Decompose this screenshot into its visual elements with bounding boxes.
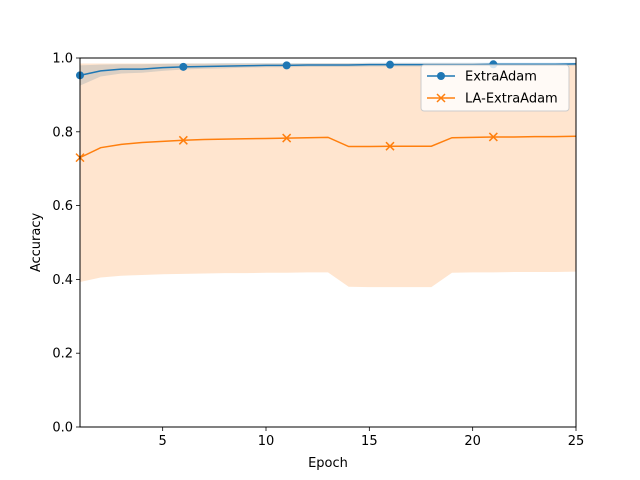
y-tick-label: 0.4 — [52, 273, 73, 288]
y-axis-label: Accuracy — [29, 213, 44, 273]
legend-x-marker-icon — [436, 93, 446, 103]
legend: ExtraAdam LA-ExtraAdam — [420, 64, 570, 112]
x-marker-stroke — [488, 132, 498, 142]
x-axis-ticks: 5 10 15 20 25 — [159, 427, 585, 449]
x-tick-label: 15 — [361, 434, 378, 449]
x-tick-label: 10 — [258, 434, 275, 449]
y-axis-ticks: 0.0 0.2 0.4 0.6 0.8 1.0 — [52, 52, 80, 436]
plot-frame — [79, 57, 577, 428]
point-la-extraadam — [178, 135, 188, 145]
y-tick-label: 0.2 — [52, 347, 73, 362]
x-axis-label: Epoch — [308, 456, 348, 471]
point-extraadam — [179, 62, 188, 71]
legend-label-extraadam: ExtraAdam — [465, 70, 537, 85]
y-tick-label: 1.0 — [52, 52, 73, 67]
plot-area — [75, 60, 577, 288]
point-la-extraadam — [282, 133, 292, 143]
legend-box — [420, 64, 570, 112]
x-marker-stroke — [436, 93, 446, 103]
legend-label-la-extraadam: LA-ExtraAdam — [465, 92, 558, 107]
legend-entry-extraadam: ExtraAdam — [427, 70, 537, 85]
point-extraadam — [386, 60, 394, 69]
x-tick-label: 5 — [159, 434, 167, 449]
legend-entry-la-extraadam: LA-ExtraAdam — [427, 92, 558, 107]
band-extraadam — [80, 62, 576, 86]
x-marker-stroke — [178, 135, 188, 145]
point-la-extraadam — [488, 132, 498, 142]
band-la-extraadam — [80, 63, 576, 288]
point-extraadam — [282, 61, 291, 70]
x-marker-stroke — [385, 141, 395, 151]
x-marker-stroke — [282, 133, 292, 143]
series-markers — [75, 60, 498, 163]
point-la-extraadam — [385, 141, 395, 151]
y-tick-label: 0.8 — [52, 125, 73, 140]
y-tick-label: 0.0 — [52, 421, 73, 436]
legend-circle-marker-icon — [437, 72, 445, 80]
confidence-bands — [80, 62, 576, 288]
x-tick-label: 20 — [464, 434, 481, 449]
y-tick-label: 0.6 — [52, 199, 73, 214]
x-tick-label: 25 — [568, 434, 585, 449]
